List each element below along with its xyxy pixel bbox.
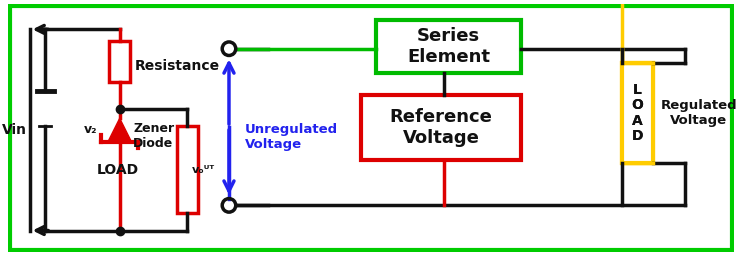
Bar [362, 95, 521, 160]
Text: Zener
Diode: Zener Diode [134, 122, 174, 150]
Text: LOAD: LOAD [97, 163, 139, 177]
Text: vₒᵁᵀ: vₒᵁᵀ [192, 165, 215, 175]
Text: Regulated
Voltage: Regulated Voltage [660, 99, 737, 127]
Text: Unregulated
Voltage: Unregulated Voltage [244, 123, 338, 151]
Bar [376, 20, 521, 73]
Polygon shape [108, 118, 131, 142]
Text: Vin: Vin [2, 123, 27, 137]
Bar [622, 63, 652, 163]
Bar [109, 41, 130, 82]
Bar [177, 126, 198, 213]
Text: L
O
A
D: L O A D [632, 83, 643, 143]
Text: v₂: v₂ [84, 123, 98, 136]
Text: Resistance: Resistance [135, 59, 220, 73]
Text: Reference
Voltage: Reference Voltage [390, 108, 493, 147]
Text: L
O
A
D: L O A D [632, 83, 643, 143]
Bar [622, 63, 652, 163]
Text: Series
Element: Series Element [407, 27, 490, 66]
